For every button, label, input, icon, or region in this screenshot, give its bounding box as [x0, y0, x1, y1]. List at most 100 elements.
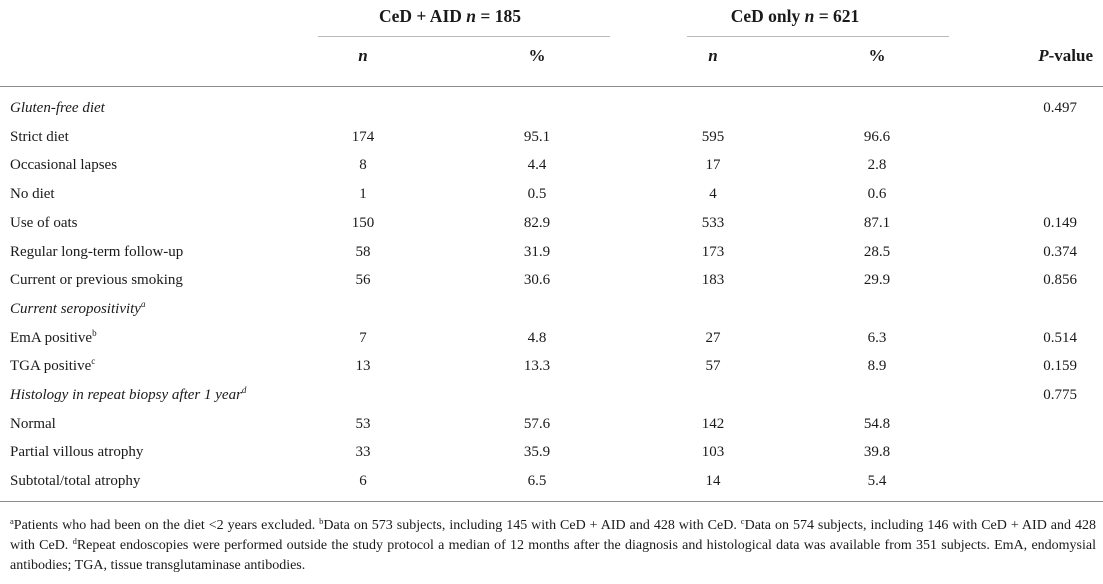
footnote-marker: c	[91, 356, 96, 367]
row-label-text: Histology in repeat biopsy after 1 year	[10, 387, 242, 403]
ced-only-pct-cell: 87.1	[863, 214, 891, 231]
footnote-text: Patients who had been on the diet <2 yea…	[13, 518, 320, 533]
pvalue-cell: 0.149	[1043, 214, 1077, 231]
ced-only-n-cell: 173	[701, 243, 725, 260]
group-header-ced-aid-n-value: = 185	[476, 6, 521, 26]
row-label: TGA positivec	[10, 352, 95, 381]
footnote-mark: a	[10, 516, 14, 526]
row-label-text: Normal	[10, 415, 56, 432]
table-row: Regular long-term follow-up 58 31.9 173 28.5…	[0, 238, 1103, 267]
section-label: Current seropositivitya	[10, 295, 145, 324]
ced-aid-pct-cell: 82.9	[523, 214, 551, 231]
row-label-text: EmA positive	[10, 329, 93, 346]
group-ced-aid-underline	[318, 36, 610, 37]
pvalue-cell: 0.514	[1043, 329, 1077, 346]
table-footnotes: aPatients who had been on the diet <2 ye…	[10, 516, 1096, 576]
subheader-n-ced-only: n	[708, 46, 718, 65]
row-label: Partial villous atrophy	[10, 438, 143, 467]
group-header-ced-only: CeD only n = 621	[668, 6, 922, 27]
ced-only-pct-cell: 8.9	[867, 358, 887, 375]
table-row: Gluten-free diet 0.497	[0, 94, 1103, 123]
table-row: Current seropositivitya	[0, 295, 1103, 324]
group-header-ced-aid-n-label: n	[466, 6, 476, 26]
ced-only-n-cell: 142	[701, 415, 725, 432]
row-label-text: Use of oats	[10, 214, 78, 231]
ced-only-n-cell: 103	[701, 444, 725, 461]
table-row: No diet 1 0.5 4 0.6	[0, 180, 1103, 209]
table-row: EmA positiveb 7 4.8 27 6.3 0.514	[0, 324, 1103, 353]
group-header-ced-only-n-label: n	[804, 6, 815, 26]
row-label-text: TGA positive	[10, 358, 92, 375]
ced-aid-pct-cell: 6.5	[527, 473, 547, 490]
ced-only-pct-cell: 6.3	[867, 329, 887, 346]
ced-only-pct-cell: 29.9	[863, 272, 891, 289]
footnote-mark: b	[319, 516, 324, 526]
table-row: Partial villous atrophy 33 35.9 103 39.8	[0, 438, 1103, 467]
group-header-ced-only-n-value: = 621	[814, 6, 860, 26]
ced-aid-pct-cell: 4.8	[527, 329, 547, 346]
ced-aid-n-cell: 53	[355, 415, 371, 432]
ced-only-pct-cell: 96.6	[863, 128, 891, 145]
row-label: Use of oats	[10, 209, 78, 238]
header-divider	[0, 86, 1103, 87]
ced-aid-n-cell: 8	[359, 157, 367, 174]
pvalue-cell: 0.374	[1043, 243, 1077, 260]
table-row: Occasional lapses 8 4.4 17 2.8	[0, 151, 1103, 180]
ced-only-n-cell: 14	[705, 473, 721, 490]
footnote-mark: d	[72, 536, 77, 546]
ced-aid-pct-cell: 95.1	[523, 128, 551, 145]
table-bottom-rule	[0, 501, 1103, 502]
row-label-text: Subtotal/total atrophy	[10, 473, 141, 490]
row-label: Subtotal/total atrophy	[10, 467, 140, 496]
ced-only-pct-cell: 28.5	[863, 243, 891, 260]
group-ced-only-underline	[687, 36, 949, 37]
row-label-text: Strict diet	[10, 128, 69, 145]
footnote-mark: c	[740, 516, 745, 526]
ced-only-pct-cell: 5.4	[867, 473, 887, 490]
footnote-marker: d	[241, 385, 247, 395]
ced-aid-pct-cell: 35.9	[523, 444, 551, 461]
row-label-text: Current seropositivity	[10, 300, 141, 317]
ced-aid-pct-cell: 30.6	[523, 272, 551, 289]
row-label: Current or previous smoking	[10, 266, 183, 295]
row-label: EmA positiveb	[10, 324, 97, 353]
row-label: Strict diet	[10, 123, 69, 152]
row-label-text: Regular long-term follow-up	[10, 243, 184, 260]
ced-aid-pct-cell: 13.3	[523, 358, 551, 375]
ced-aid-n-cell: 7	[359, 329, 367, 346]
row-label: Occasional lapses	[10, 151, 117, 180]
pvalue-cell: 0.159	[1043, 358, 1077, 375]
section-label: Histology in repeat biopsy after 1 yeard	[10, 381, 246, 410]
table-row: Use of oats 150 82.9 533 87.1 0.149	[0, 209, 1103, 238]
row-label-text: Occasional lapses	[10, 157, 118, 174]
ced-aid-n-cell: 1	[359, 186, 367, 203]
group-header-ced-aid: CeD + AID n = 185	[318, 6, 582, 27]
footnote-text: Data on 574 subjects, including 146 with…	[10, 518, 1096, 553]
subheader-n-ced-aid: n	[358, 46, 368, 65]
footnote-text: Data on 573 subjects, including 145 with…	[323, 518, 741, 533]
subheader-pvalue: P-value	[1038, 46, 1093, 66]
subheader-pvalue-p: P	[1038, 46, 1049, 65]
ced-aid-pct-cell: 57.6	[523, 415, 551, 432]
ced-aid-n-cell: 174	[351, 128, 375, 145]
ced-aid-n-cell: 58	[355, 243, 371, 260]
ced-only-n-cell: 183	[701, 272, 725, 289]
table-row: Normal 53 57.6 142 54.8	[0, 410, 1103, 439]
row-label: Normal	[10, 410, 56, 439]
subheader-pvalue-rest: -value	[1048, 46, 1093, 65]
footnote-text: Repeat endoscopies were performed outsid…	[10, 538, 1096, 573]
ced-aid-n-cell: 33	[355, 444, 371, 461]
ced-only-n-cell: 4	[709, 186, 717, 203]
footnote-marker: b	[92, 327, 97, 338]
ced-only-n-cell: 27	[705, 329, 721, 346]
row-label: Regular long-term follow-up	[10, 238, 183, 267]
ced-aid-n-cell: 150	[351, 214, 375, 231]
pvalue-cell: 0.856	[1043, 272, 1077, 289]
ced-aid-pct-cell: 31.9	[523, 243, 551, 260]
subheader-pct-ced-only: %	[868, 46, 886, 65]
pvalue-cell: 0.497	[1043, 100, 1077, 116]
ced-only-n-cell: 533	[701, 214, 725, 231]
group-header-ced-aid-label: CeD + AID	[379, 6, 467, 26]
footnote-marker: a	[140, 298, 146, 309]
ced-aid-pct-cell: 4.4	[527, 157, 547, 174]
